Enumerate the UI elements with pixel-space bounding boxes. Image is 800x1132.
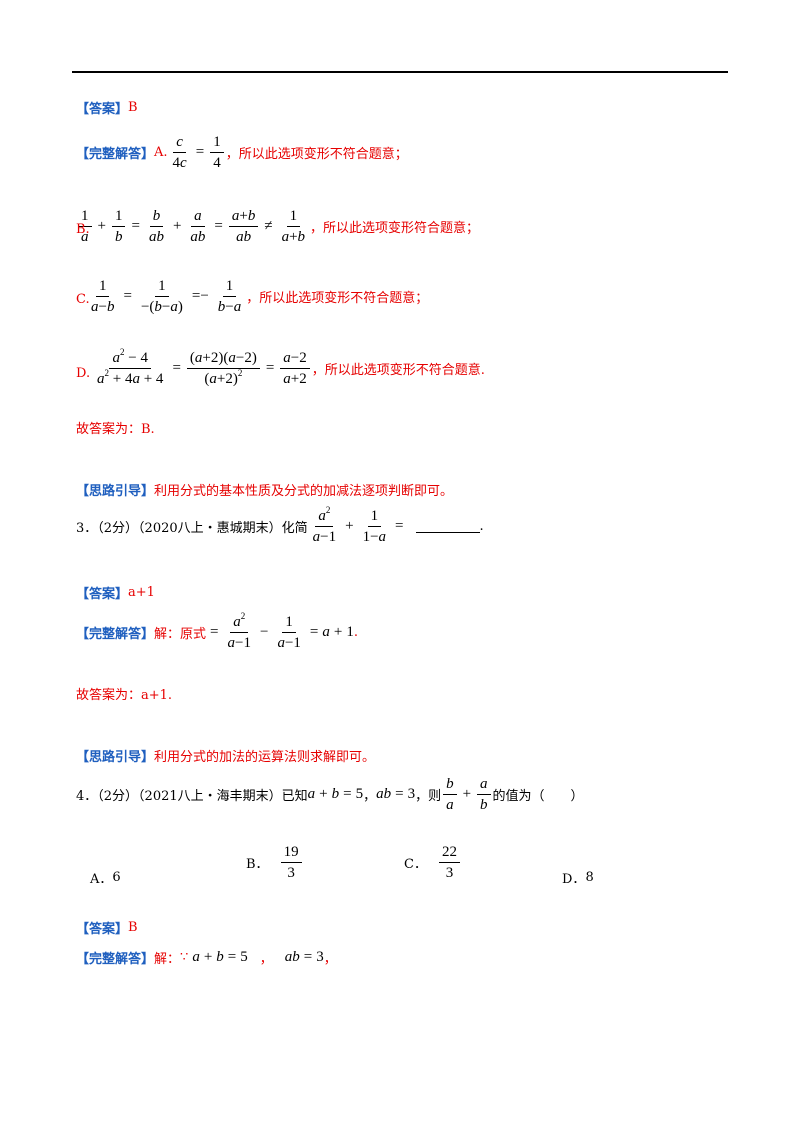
answer-value: B — [128, 100, 138, 115]
answer-tag: 【答案】 — [76, 922, 129, 937]
hint-text-1: 利用分式的基本性质及分式的加减法逐项判断即可。 — [154, 484, 454, 499]
question-4-text: 4．（2分）（2021八上・海丰期末）已知 — [76, 789, 308, 804]
question-3: 3．（2分）（2020八上・惠城期末）化简 a2 a−1 + 1 1−a = . — [76, 505, 484, 546]
hint-tag: 【思路引导】 — [76, 484, 155, 499]
answer-value: B — [128, 920, 138, 935]
option-d-tail: ，所以此选项变形不符合题意. — [311, 363, 485, 378]
choice-b[interactable]: B． 19 3 — [246, 842, 304, 883]
conclusion-1: 故答案为：B. — [76, 422, 155, 437]
equation-d: a2 − 4 a2 + 4a + 4 = (a+2)(a−2) (a+2)2 = a… — [92, 348, 312, 389]
choice-a[interactable]: A． 6 — [90, 870, 121, 887]
choice-d[interactable]: D． 8 — [562, 870, 594, 887]
solution-line-4: 【完整解答】 解： ∵ a + b = 5 ， ab = 3 ， — [76, 949, 337, 967]
conclusion-3: 故答案为：a+1. — [76, 688, 173, 703]
answer-line-4: 【答案】 B — [76, 918, 138, 937]
fraction: c 4c — [172, 134, 187, 171]
answer-tag: 【答案】 — [76, 587, 129, 602]
solution-tag: 【完整解答】 — [76, 147, 155, 162]
solution-prefix: 解： — [154, 952, 181, 967]
question-3-expression: a2 a−1 + 1 1−a = — [312, 505, 404, 546]
option-c-tail: ，所以此选项变形不符合题意； — [246, 291, 429, 306]
option-b-label: B. — [76, 222, 90, 237]
solution-tag: 【完整解答】 — [76, 627, 155, 642]
hint-text-3: 利用分式的加法的运算法则求解即可。 — [154, 750, 376, 765]
hint-line-1: 【思路引导】 利用分式的基本性质及分式的加减法逐项判断即可。 — [76, 480, 453, 499]
equation-c: 1 a−b = 1 −(b−a) =− 1 b−a — [91, 278, 242, 315]
answer-value: a+1 — [128, 585, 155, 600]
solution-line-c: C. 1 a−b = 1 −(b−a) =− 1 b−a ，所以此选项变形不符合题意； — [76, 276, 428, 317]
option-c-label: C. — [76, 292, 90, 307]
answer-tag: 【答案】 — [76, 102, 129, 117]
solution-prefix: 解：原式 — [154, 627, 207, 642]
question-4-tail: 的值为（ ） — [492, 789, 584, 804]
option-b-tail: ，所以此选项变形符合题意； — [310, 221, 480, 236]
question-3-text: 3．（2分）（2020八上・惠城期末）化简 — [76, 521, 308, 536]
hint-line-3: 【思路引导】 利用分式的加法的运算法则求解即可。 — [76, 746, 375, 765]
answer-line-1: 【答案】 B — [76, 98, 138, 117]
because-symbol: ∵ — [180, 950, 189, 965]
option-a-label: A. — [154, 145, 168, 160]
answer-line-3: 【答案】 a+1 — [76, 583, 155, 602]
option-b-label-line: B. — [76, 222, 90, 237]
solution-line-d: D. a2 − 4 a2 + 4a + 4 = (a+2)(a−2) (a+2)2 … — [76, 348, 485, 389]
option-a-tail: ，所以此选项变形不符合题意； — [225, 147, 408, 162]
solution-line-3: 【完整解答】 解：原式 = a2 a−1 − 1 a−1 = a +1 . — [76, 611, 358, 652]
solution-tag: 【完整解答】 — [76, 952, 155, 967]
answer-blank[interactable] — [415, 520, 480, 533]
equation-3: = a2 a−1 − 1 a−1 = a +1 — [210, 611, 354, 652]
option-d-label: D. — [76, 366, 91, 381]
choice-c[interactable]: C． 22 3 — [404, 842, 462, 883]
hint-tag: 【思路引导】 — [76, 750, 155, 765]
header-rule — [72, 71, 728, 73]
